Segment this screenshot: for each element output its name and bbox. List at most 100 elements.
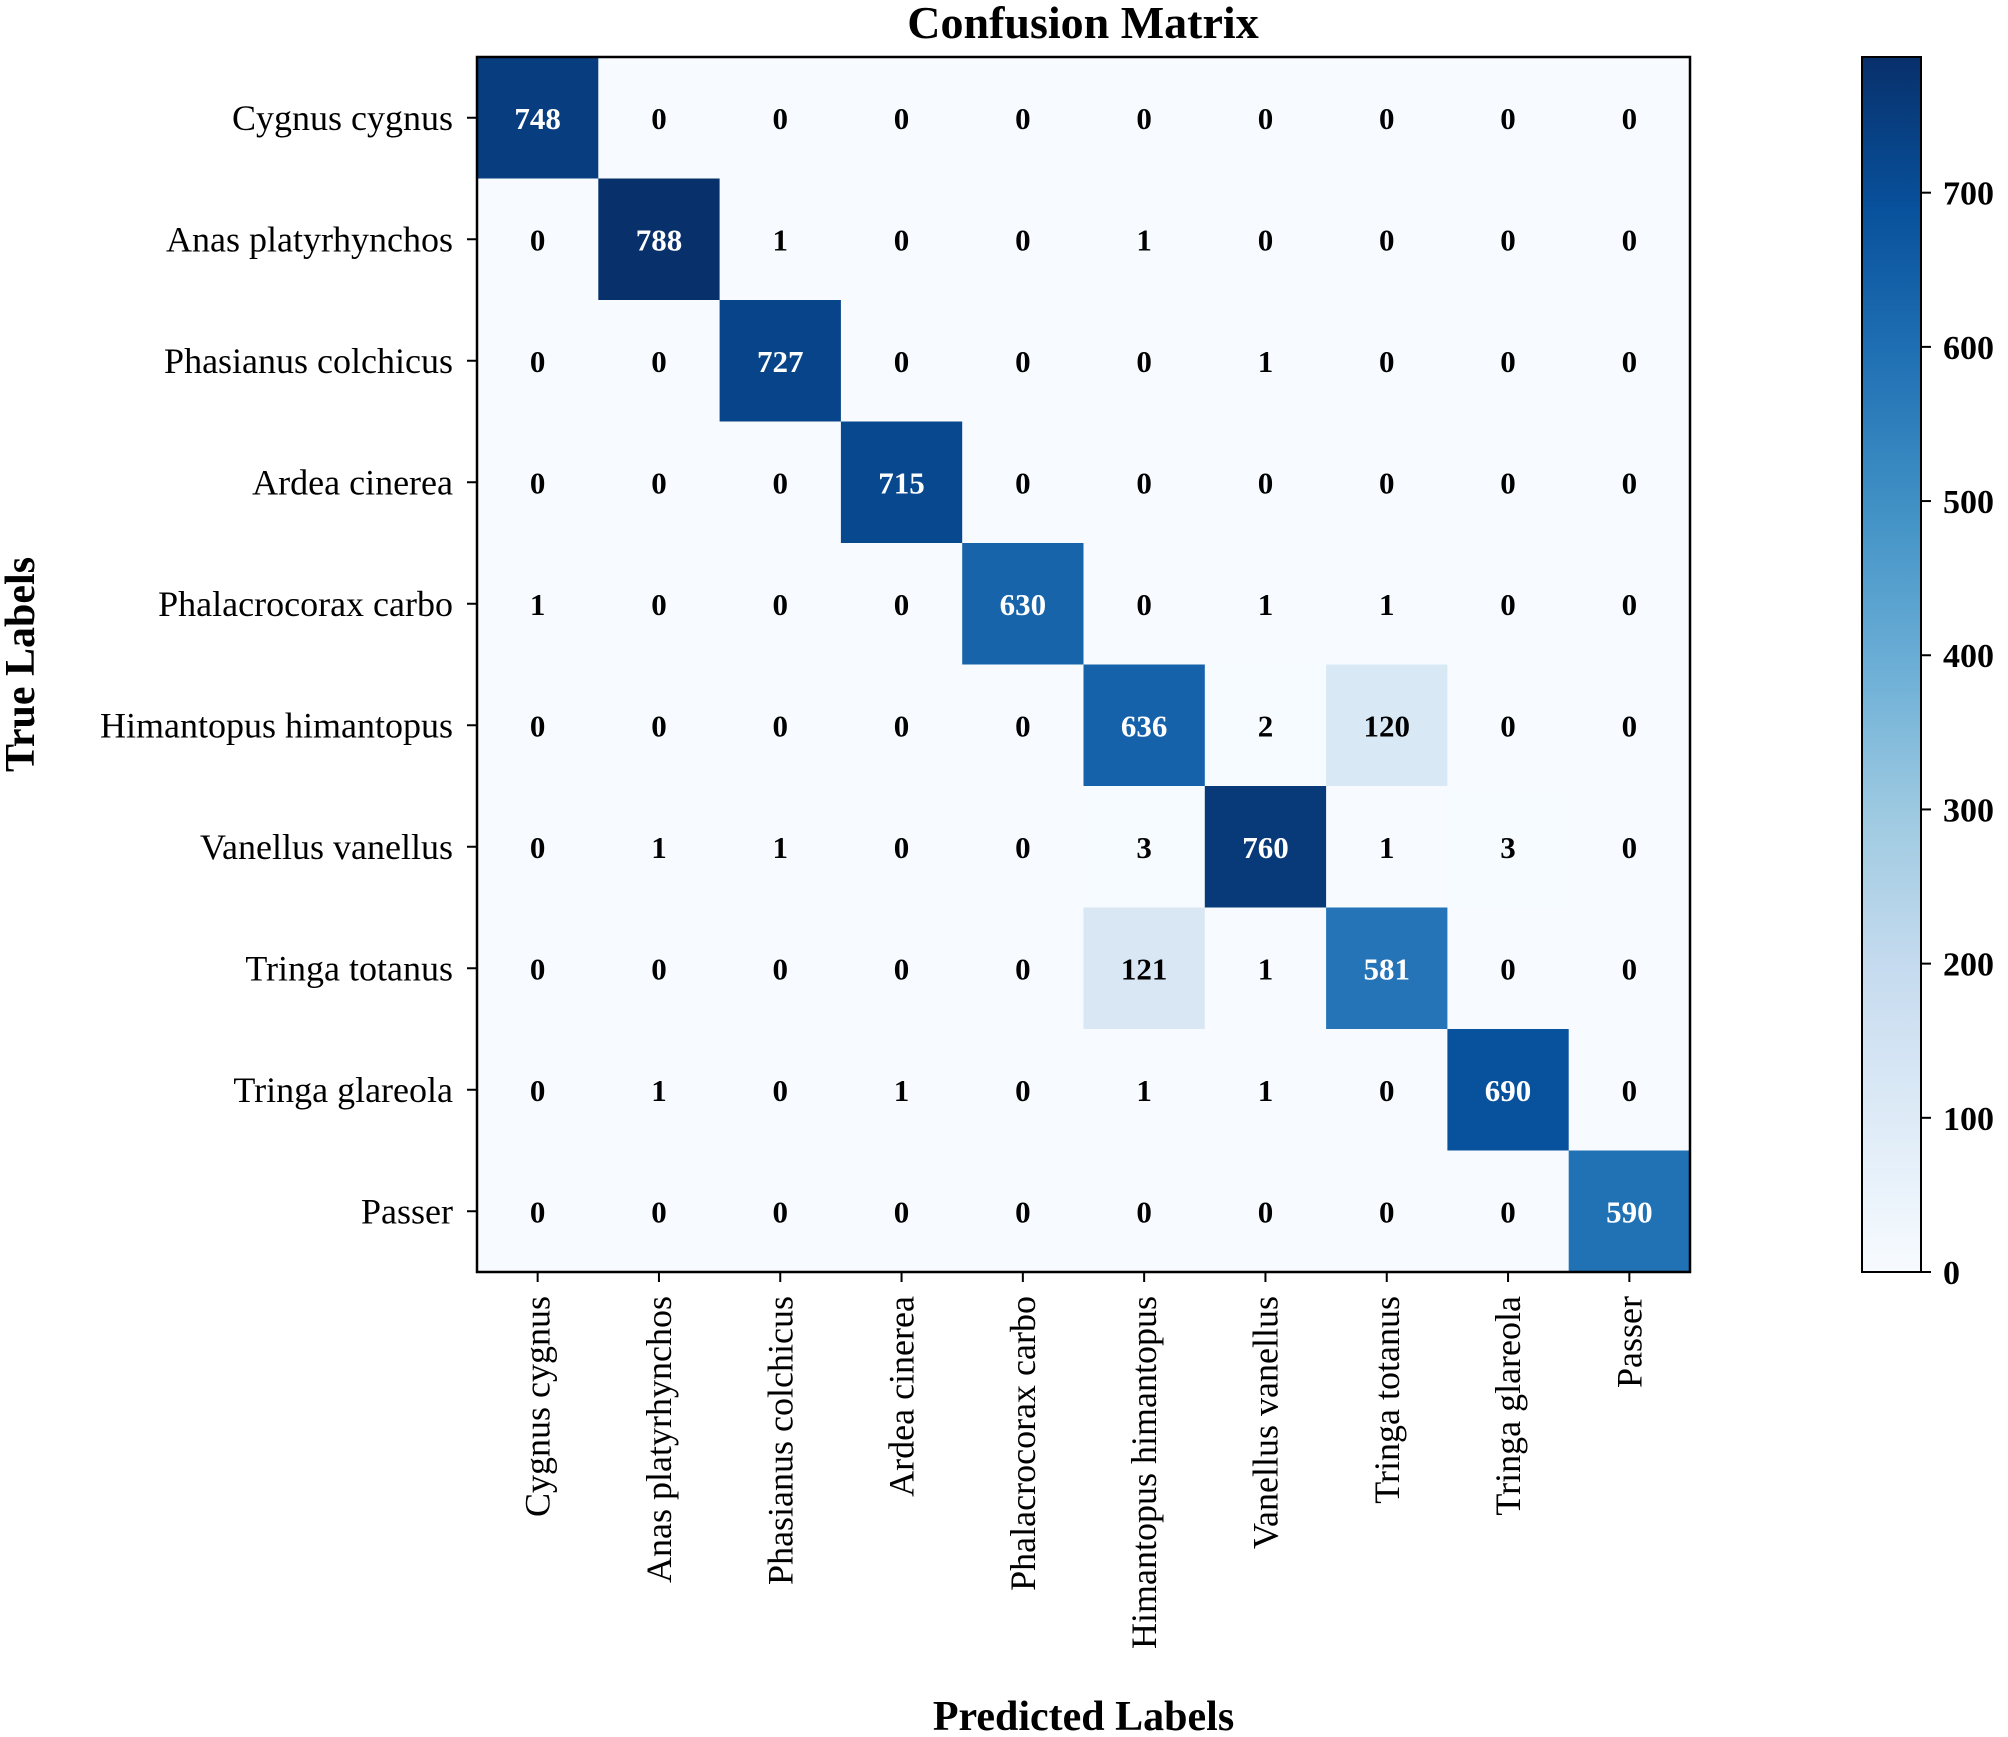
cell-value: 1: [530, 587, 546, 622]
heatmap-cell: [598, 1029, 721, 1152]
cell-value: 727: [757, 344, 804, 379]
heatmap-cell: [1083, 57, 1206, 180]
heatmap-cell: [1204, 57, 1327, 180]
colorbar-ticks: 0 100 200 300 400 500 600 700: [1921, 176, 1994, 1292]
heatmap-cell-values: 748 0 0 0 0 0 0 0 0 0 0 788 1 0 0 1 0 0 0 0 0 0 727 0 0 0 1 0 0 0 0 0 0 7…: [514, 101, 1652, 1230]
cell-value: 0: [1015, 1194, 1031, 1229]
cell-value: 1: [1258, 587, 1274, 622]
heatmap-cell: [1568, 907, 1691, 1030]
cell-value: 0: [894, 587, 910, 622]
cell-value: 0: [530, 830, 546, 865]
heatmap-cell: [1568, 300, 1691, 423]
cell-value: 0: [1015, 1073, 1031, 1108]
heatmap-cell: [1204, 786, 1327, 909]
cell-value: 1: [773, 222, 789, 257]
heatmap-cell: [719, 1029, 842, 1152]
heatmap-cell: [1447, 1029, 1570, 1152]
heatmap-cell: [1204, 1029, 1327, 1152]
heatmap-cell: [1568, 786, 1691, 909]
cell-value: 0: [773, 1073, 789, 1108]
heatmap-cell: [477, 57, 599, 180]
heatmap-cell: [477, 1029, 599, 1152]
cell-value: 0: [1258, 101, 1274, 136]
y-axis-label: True Labels: [0, 557, 44, 772]
heatmap-cell: [1326, 300, 1448, 423]
x-tick-label: Phalacrocorax carbo: [1003, 1296, 1043, 1591]
heatmap-cell: [477, 664, 599, 787]
heatmap-cell: [1447, 1150, 1570, 1273]
cell-value: 1: [1136, 1073, 1152, 1108]
cell-value: 715: [878, 465, 925, 500]
cell-value: 0: [1379, 465, 1395, 500]
cell-value: 0: [773, 587, 789, 622]
heatmap-cells: [477, 57, 1691, 1273]
heatmap-cell: [1204, 907, 1327, 1030]
heatmap-cell: [962, 1150, 1085, 1273]
cell-value: 0: [1136, 587, 1152, 622]
y-tick-label: Tringa totanus: [245, 948, 453, 988]
heatmap-cell: [1447, 300, 1570, 423]
heatmap-cell: [1568, 1029, 1691, 1152]
heatmap-cell: [477, 907, 599, 1030]
heatmap-cell: [477, 178, 599, 301]
x-tick-label: Tringa totanus: [1367, 1296, 1407, 1504]
heatmap-cell: [598, 178, 721, 301]
heatmap-cell: [1083, 543, 1206, 666]
cell-value: 1: [1258, 1073, 1274, 1108]
x-tick-label: Cygnus cygnus: [518, 1296, 558, 1517]
colorbar-tick-label: 600: [1943, 330, 1994, 367]
cell-value: 0: [894, 951, 910, 986]
heatmap-cell: [840, 178, 963, 301]
x-tick-label: Phasianus colchicus: [760, 1296, 800, 1585]
cell-value: 0: [1136, 1194, 1152, 1229]
heatmap-cell: [598, 1150, 721, 1273]
cell-value: 0: [1379, 222, 1395, 257]
cell-value: 0: [773, 708, 789, 743]
heatmap-cell: [719, 664, 842, 787]
x-tick-label: Vanellus vanellus: [1245, 1296, 1285, 1549]
cell-value: 0: [651, 951, 667, 986]
y-tick-label: Phalacrocorax carbo: [158, 584, 453, 624]
cell-value: 0: [530, 951, 546, 986]
y-tick-label: Ardea cinerea: [252, 462, 453, 502]
cell-value: 581: [1364, 951, 1411, 986]
y-tick-label: Vanellus vanellus: [200, 827, 453, 867]
cell-value: 788: [636, 222, 683, 257]
heatmap-cell: [1083, 664, 1206, 787]
heatmap-cell: [1204, 664, 1327, 787]
heatmap-cell: [1083, 1029, 1206, 1152]
cell-value: 636: [1121, 708, 1168, 743]
heatmap-cell: [840, 543, 963, 666]
heatmap-cell: [1326, 543, 1448, 666]
y-axis-ticks: Cygnus cygnus Anas platyrhynchos Phasianus…: [100, 98, 477, 1231]
heatmap-cell: [1083, 907, 1206, 1030]
cell-value: 0: [1136, 344, 1152, 379]
heatmap-cell: [1326, 907, 1448, 1030]
y-tick-label: Cygnus cygnus: [232, 98, 453, 138]
heatmap-cell: [1568, 664, 1691, 787]
cell-value: 0: [1500, 708, 1516, 743]
cell-value: 0: [773, 101, 789, 136]
y-tick-label: Himantopus himantopus: [100, 705, 453, 745]
heatmap-cell: [1326, 786, 1448, 909]
heatmap-cell: [598, 786, 721, 909]
heatmap-cell: [1568, 57, 1691, 180]
heatmap-cell: [477, 786, 599, 909]
cell-value: 690: [1485, 1073, 1532, 1108]
cell-value: 0: [1379, 344, 1395, 379]
heatmap-cell: [1326, 1029, 1448, 1152]
cell-value: 0: [1379, 1194, 1395, 1229]
heatmap-cell: [1083, 300, 1206, 423]
heatmap-cell: [962, 664, 1085, 787]
heatmap-cell: [1447, 786, 1570, 909]
cell-value: 0: [773, 465, 789, 500]
heatmap-cell: [1447, 664, 1570, 787]
cell-value: 2: [1258, 708, 1274, 743]
cell-value: 3: [1136, 830, 1152, 865]
heatmap-cell: [719, 1150, 842, 1273]
heatmap-cell: [1204, 178, 1327, 301]
heatmap-cell: [1568, 178, 1691, 301]
heatmap-cell: [1326, 664, 1448, 787]
heatmap-cell: [962, 543, 1085, 666]
x-axis-ticks: Cygnus cygnus Anas platyrhynchos Phasianus…: [518, 1272, 1649, 1649]
